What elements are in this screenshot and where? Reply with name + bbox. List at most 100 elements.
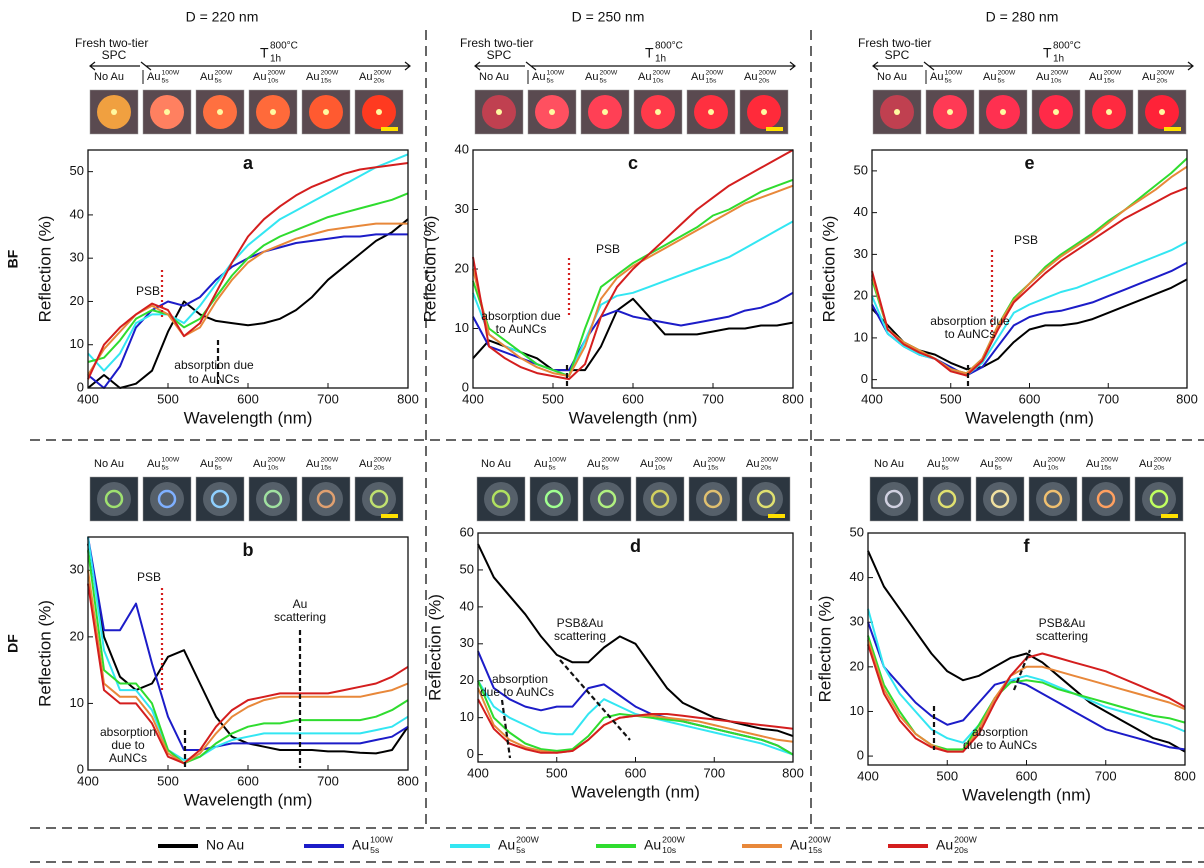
image-label: Au	[1089, 71, 1102, 83]
row-label: BF	[5, 249, 21, 268]
micrograph-cavity	[1089, 482, 1123, 516]
micrograph-cavity	[362, 482, 396, 516]
micrograph-ring	[491, 489, 511, 509]
micrograph-ring	[756, 489, 776, 509]
image-label: No Au	[479, 71, 509, 83]
panel-letter: c	[628, 153, 638, 173]
micrograph-spot	[1000, 109, 1006, 115]
legend-label: Au	[644, 837, 661, 853]
y-axis-label: Reflection (%)	[35, 600, 54, 707]
scale-bar	[768, 514, 785, 518]
y-tick-label: 30	[854, 246, 868, 261]
micrograph-cavity	[97, 482, 131, 516]
image-label: Au	[359, 458, 372, 470]
micrograph-cavity	[930, 482, 964, 516]
image-label: Au	[693, 458, 706, 470]
plot-frame	[87, 536, 409, 771]
image-label: No Au	[874, 458, 904, 470]
y-tick-label: 20	[854, 288, 868, 303]
spectrum-line	[472, 149, 794, 381]
y-tick-label: 20	[70, 628, 84, 643]
panel-letter: a	[243, 153, 254, 173]
legend-label: Au	[790, 837, 807, 853]
annotation: scattering	[274, 610, 326, 624]
image-label-sub: 15s	[707, 465, 719, 472]
image-label: Au	[746, 458, 759, 470]
micrograph-spot	[376, 109, 382, 115]
image-label: Au	[1033, 458, 1046, 470]
x-tick-label: 600	[625, 765, 647, 780]
image-label-sub: 15s	[705, 78, 717, 85]
micrograph-cavity	[983, 482, 1017, 516]
group-label-sub: 1h	[655, 54, 666, 65]
micrograph-spot	[947, 109, 953, 115]
x-tick-label: 600	[622, 391, 644, 406]
x-tick-label: 800	[397, 773, 419, 788]
spectrum-line	[87, 570, 409, 765]
x-tick-label: 700	[1097, 391, 1119, 406]
image-label-sub: 10s	[652, 78, 664, 85]
micrograph-ring	[937, 489, 957, 509]
micrograph-cavity	[590, 482, 624, 516]
column-header: D = 220 nm	[186, 9, 259, 25]
y-axis-label: Reflection (%)	[815, 596, 834, 703]
image-label-sup: 200W	[267, 456, 285, 463]
x-tick-label: 600	[237, 773, 259, 788]
group-label: SPC	[885, 48, 910, 62]
column-header: D = 280 nm	[986, 9, 1059, 25]
spectrum-line	[871, 186, 1188, 377]
spectrum-line	[867, 550, 1186, 753]
micrograph-spot	[655, 109, 661, 115]
y-axis-label: Reflection (%)	[420, 216, 439, 323]
group-label: SPC	[487, 48, 512, 62]
image-label: Au	[253, 71, 266, 83]
micrograph-spot	[496, 109, 502, 115]
image-label-sub: 5s	[941, 465, 949, 472]
image-label-sub: 5s	[599, 78, 607, 85]
y-tick-label: 30	[70, 562, 84, 577]
group-label-sup: 800°C	[270, 41, 298, 52]
y-tick-label: 10	[460, 709, 474, 724]
y-axis-label: Reflection (%)	[819, 216, 838, 323]
micrograph-ring	[316, 489, 336, 509]
legend-label: Au	[498, 837, 515, 853]
image-label-sub: 5s	[161, 465, 169, 472]
x-tick-label: 700	[702, 391, 724, 406]
annotation: PSB&Au	[557, 616, 604, 630]
legend-label-sub: 5s	[370, 845, 380, 855]
micrograph-cavity	[309, 482, 343, 516]
micrograph-cavity	[537, 482, 571, 516]
micrograph-ring	[990, 489, 1010, 509]
group-label-sup: 800°C	[655, 41, 683, 52]
image-label-sup: 200W	[654, 456, 672, 463]
spectrum-line	[871, 241, 1188, 377]
image-label-sup: 200W	[599, 69, 617, 76]
image-label-sup: 200W	[705, 69, 723, 76]
y-tick-label: 10	[850, 703, 864, 718]
x-tick-label: 600	[237, 391, 259, 406]
y-tick-label: 60	[460, 524, 474, 539]
y-tick-label: 30	[70, 250, 84, 265]
image-label-sup: 200W	[601, 456, 619, 463]
image-label-sub: 10s	[1047, 465, 1059, 472]
image-label-sub: 15s	[1103, 78, 1115, 85]
annotation-marker	[500, 699, 512, 759]
spectrum-line	[87, 550, 409, 765]
spectrum-line	[871, 157, 1188, 375]
spectrum-line	[867, 621, 1186, 751]
x-tick-label: 400	[467, 765, 489, 780]
image-label-sup: 200W	[1050, 69, 1068, 76]
spectrum-line	[871, 278, 1188, 371]
x-tick-label: 400	[77, 773, 99, 788]
image-label: Au	[1139, 458, 1152, 470]
y-tick-label: 40	[455, 141, 469, 156]
legend-label-sup: 200W	[808, 835, 831, 845]
image-label-sub: 5s	[548, 465, 556, 472]
y-tick-label: 40	[460, 598, 474, 613]
image-label-sub: 15s	[320, 465, 332, 472]
image-label-sup: 200W	[997, 69, 1015, 76]
legend-label-sup: 200W	[516, 835, 539, 845]
scale-bar	[1161, 514, 1178, 518]
y-axis-label: Reflection (%)	[35, 216, 54, 323]
image-label-sup: 200W	[373, 69, 391, 76]
